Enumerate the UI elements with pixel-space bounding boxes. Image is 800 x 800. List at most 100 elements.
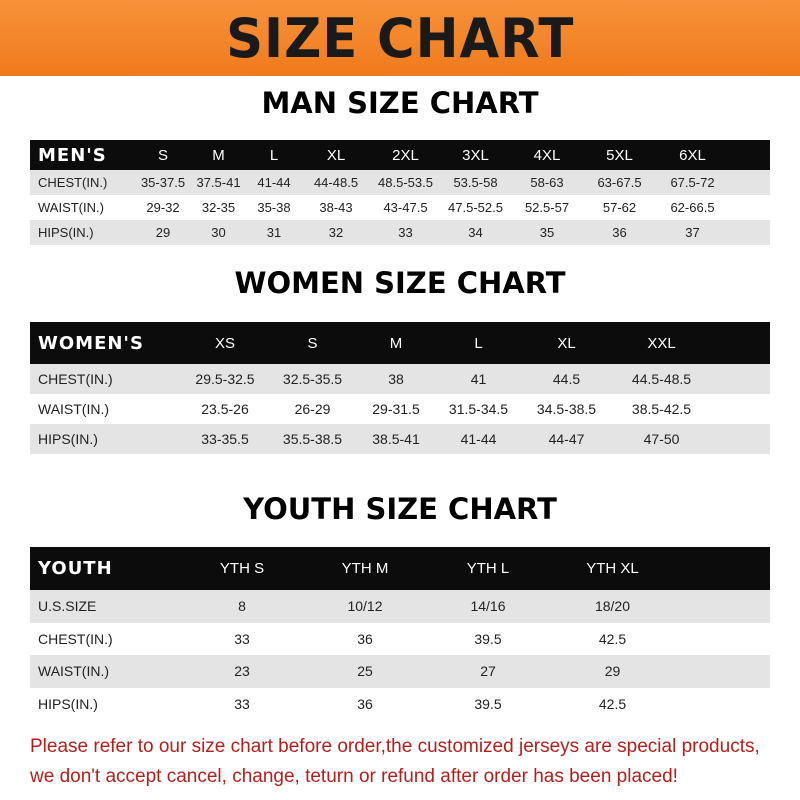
size-column-header: YTH L xyxy=(466,560,510,577)
youth-section-title: YOUTH SIZE CHART xyxy=(243,492,557,526)
table-row: CHEST(IN.) 33 36 39.5 42.5 xyxy=(30,622,770,655)
size-column-header: YTH M xyxy=(341,560,389,577)
measurement-value: 29-32 xyxy=(146,200,180,215)
measurement-value: 67.5-72 xyxy=(670,175,715,190)
table-row: CHEST(IN.) 29.5-32.5 32.5-35.5 38 41 44.5 44.5… xyxy=(30,364,770,394)
measurement-value: 38 xyxy=(388,371,404,387)
measurement-value: 35 xyxy=(539,225,555,240)
measurement-label: WAIST(IN.) xyxy=(38,401,110,417)
header-row: MEN'S S M L XL 2XL 3XL 4XL 5XL 6XL xyxy=(30,140,770,170)
measurement-value: 47.5-52.5 xyxy=(448,200,503,215)
measurement-value: 8 xyxy=(238,598,246,615)
measurement-value: 10/12 xyxy=(347,598,383,615)
measurement-value: 14/16 xyxy=(470,598,506,615)
spacer xyxy=(730,195,770,220)
spacer xyxy=(710,364,770,394)
measurement-value: 53.5-58 xyxy=(453,175,498,190)
table-row: CHEST(IN.) 35-37.5 37.5-41 41-44 44-48.5 48.5… xyxy=(30,170,770,195)
measurement-value: 35.5-38.5 xyxy=(282,431,343,447)
measurement-value: 32-35 xyxy=(201,200,236,215)
spacer xyxy=(710,424,770,454)
measurement-label: HIPS(IN.) xyxy=(38,695,98,712)
measurement-value: 47-50 xyxy=(643,431,680,447)
measurement-value: 62-66.5 xyxy=(670,200,715,215)
size-column-header: L xyxy=(474,334,483,352)
measurement-value: 32 xyxy=(328,225,344,240)
measurement-value: 30 xyxy=(211,225,226,240)
size-column-header: S xyxy=(157,146,168,164)
measurement-value: 25 xyxy=(357,663,373,680)
spacer xyxy=(675,547,770,590)
measurement-value: 33 xyxy=(234,695,250,712)
size-column-header: YTH S xyxy=(219,560,265,577)
table-row: HIPS(IN.) 33-35.5 35.5-38.5 38.5-41 41-44 44-… xyxy=(30,424,770,454)
measurement-value: 39.5 xyxy=(474,695,502,712)
measurement-value: 35-38 xyxy=(257,200,291,215)
spacer xyxy=(730,170,770,195)
table-label: MEN'S xyxy=(38,144,107,166)
measurement-value: 29.5-32.5 xyxy=(195,371,255,387)
measurement-value: 38.5-41 xyxy=(372,431,420,447)
size-column-header: 6XL xyxy=(679,146,706,164)
size-column-header: 3XL xyxy=(462,146,489,164)
size-column-header: 5XL xyxy=(606,146,633,164)
table-label: YOUTH xyxy=(38,558,113,579)
measurement-value: 31.5-34.5 xyxy=(448,401,509,417)
measurement-value: 38-43 xyxy=(319,200,353,215)
spacer xyxy=(675,655,770,688)
spacer xyxy=(730,140,770,170)
measurement-value: 44.5-48.5 xyxy=(631,371,692,387)
measurement-value: 41 xyxy=(470,371,487,387)
measurement-value: 48.5-53.5 xyxy=(378,175,433,190)
measurement-value: 44.5 xyxy=(552,371,581,387)
table-row: HIPS(IN.) 33 36 39.5 42.5 xyxy=(30,687,770,721)
men-section-title: MAN SIZE CHART xyxy=(261,86,539,120)
measurement-value: 35-37.5 xyxy=(140,175,186,190)
measurement-value: 44-47 xyxy=(548,431,585,447)
table-row: WAIST(IN.) 29-32 32-35 35-38 38-43 43-47.5 47.… xyxy=(30,195,770,220)
measurement-value: 18/20 xyxy=(594,598,631,615)
measurement-label: HIPS(IN.) xyxy=(38,431,98,447)
measurement-value: 36 xyxy=(612,225,627,240)
measurement-label: WAIST(IN.) xyxy=(38,663,110,680)
measurement-value: 29 xyxy=(155,225,171,240)
measurement-value: 23.5-26 xyxy=(201,401,249,417)
measurement-label: HIPS(IN.) xyxy=(38,225,94,240)
size-column-header: 2XL xyxy=(392,146,419,164)
measurement-value: 37 xyxy=(685,225,700,240)
table-row: U.S.SIZE 8 10/12 14/16 18/20 xyxy=(30,590,770,623)
measurement-label: CHEST(IN.) xyxy=(38,175,108,190)
measurement-label: WAIST(IN.) xyxy=(38,200,104,215)
measurement-value: 33 xyxy=(234,630,250,647)
table-row: WAIST(IN.) 23.5-26 26-29 29-31.5 31.5-34.5 34… xyxy=(30,394,770,424)
measurement-value: 36 xyxy=(357,630,373,647)
measurement-value: 32.5-35.5 xyxy=(282,371,343,387)
measurement-value: 58-63 xyxy=(530,175,564,190)
measurement-value: 36 xyxy=(357,695,373,712)
measurement-value: 39.5 xyxy=(474,630,502,647)
women-size-table: WOMEN'S XS S M L XL XXL CHEST(IN.) 29.5-32.5 32.5… xyxy=(30,322,770,454)
spacer xyxy=(675,688,770,721)
table-row: WAIST(IN.) 23 25 27 29 xyxy=(30,655,770,688)
measurement-value: 27 xyxy=(480,663,496,680)
notice-line-2: we don't accept cancel, change, teturn o… xyxy=(30,766,678,787)
header-row: WOMEN'S XS S M L XL XXL xyxy=(30,322,770,364)
size-column-header: XS xyxy=(214,334,235,352)
measurement-value: 31 xyxy=(266,225,282,240)
size-column-header: XL xyxy=(326,146,346,164)
measurement-label: U.S.SIZE xyxy=(38,598,97,615)
measurement-value: 57-62 xyxy=(602,200,637,215)
measurement-value: 52.5-57 xyxy=(524,200,570,215)
measurement-value: 34.5-38.5 xyxy=(536,401,597,417)
youth-size-table: YOUTH YTH S YTH M YTH L YTH XL U.S.SIZE 8 10/12… xyxy=(30,547,770,720)
table-row: HIPS(IN.) 29 30 31 32 33 34 35 36 37 xyxy=(30,220,770,245)
measurement-value: 44-48.5 xyxy=(313,175,359,190)
header-row: YOUTH YTH S YTH M YTH L YTH XL xyxy=(30,547,770,590)
measurement-label: CHEST(IN.) xyxy=(38,630,113,647)
measurement-label: CHEST(IN.) xyxy=(38,371,113,387)
size-column-header: 4XL xyxy=(533,146,561,164)
size-column-header: XXL xyxy=(647,334,676,352)
women-section-title: WOMEN SIZE CHART xyxy=(234,266,566,300)
measurement-value: 37.5-41 xyxy=(196,175,241,190)
size-column-header: M xyxy=(212,146,225,164)
